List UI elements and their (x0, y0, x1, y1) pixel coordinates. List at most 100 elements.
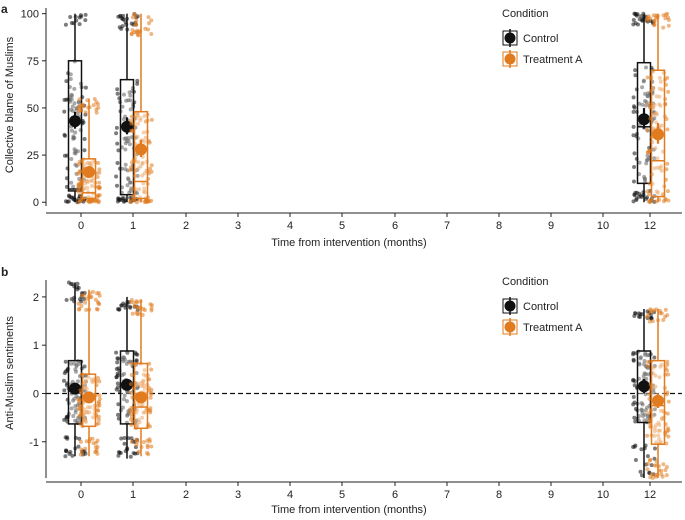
panel-b: b Anti-Muslim sentiments Time from inter… (1, 265, 682, 516)
data-point (132, 301, 137, 306)
data-point (649, 463, 654, 468)
data-point (129, 373, 134, 377)
data-point (120, 373, 125, 378)
data-point (657, 423, 662, 427)
data-point (76, 106, 81, 111)
data-point (135, 113, 140, 118)
x-tick-label: 2 (183, 489, 189, 501)
data-point (76, 301, 81, 306)
data-point (665, 362, 670, 367)
data-point (140, 160, 145, 165)
data-point (74, 364, 79, 369)
data-point (666, 198, 671, 203)
data-point (96, 291, 101, 295)
data-point (76, 285, 81, 290)
data-point (128, 168, 133, 172)
data-point (122, 355, 126, 360)
data-point (82, 364, 87, 369)
data-point (639, 14, 644, 19)
x-tick-label: 8 (496, 489, 502, 501)
data-point (84, 307, 89, 312)
data-point (149, 367, 154, 372)
data-point (644, 376, 649, 381)
data-point (136, 417, 141, 422)
data-point (654, 199, 658, 204)
data-point (666, 23, 671, 28)
data-point (645, 127, 650, 132)
data-point (134, 424, 139, 429)
data-point (651, 390, 656, 395)
data-point (664, 465, 669, 469)
data-point (84, 386, 89, 391)
data-point (642, 371, 647, 376)
data-point (654, 423, 658, 428)
data-point (69, 361, 73, 366)
data-point (663, 468, 668, 473)
data-point (62, 97, 67, 102)
data-point (145, 438, 150, 443)
data-point (127, 190, 132, 195)
data-point (640, 408, 644, 413)
data-point (647, 181, 652, 186)
data-point (141, 383, 146, 388)
data-point (149, 117, 154, 122)
data-point (642, 174, 647, 179)
data-point (97, 393, 102, 398)
data-point (83, 12, 88, 17)
data-point (123, 162, 128, 167)
data-point (135, 78, 140, 83)
data-point (632, 314, 637, 318)
data-point (114, 367, 119, 371)
data-point (134, 437, 139, 442)
data-point (639, 195, 644, 199)
mean-marker (135, 391, 147, 404)
data-point (645, 195, 649, 200)
panel-b-legend-title: Condition (502, 276, 548, 288)
x-tick-label: 9 (548, 220, 554, 232)
data-point (645, 94, 650, 98)
data-point (136, 160, 141, 165)
data-point (115, 87, 120, 92)
legend-key-dot (504, 300, 516, 312)
data-point (640, 312, 645, 317)
data-point (636, 314, 641, 319)
data-point (85, 179, 90, 183)
data-point (647, 149, 652, 154)
data-point (116, 148, 121, 153)
data-point (82, 293, 86, 298)
data-point (632, 193, 637, 198)
data-point (637, 362, 642, 367)
data-point (663, 16, 668, 21)
data-point (122, 397, 126, 402)
data-point (89, 183, 94, 188)
data-point (79, 14, 84, 19)
data-point (72, 136, 77, 140)
mean-marker (652, 394, 664, 407)
data-point (75, 281, 80, 286)
panel-a-legend-treatment-label: Treatment A (523, 54, 583, 66)
mean-marker (638, 113, 650, 126)
data-point (129, 414, 134, 419)
x-tick-label: 1 (130, 489, 136, 501)
data-point (138, 116, 143, 121)
data-point (96, 421, 101, 426)
data-point (652, 156, 657, 161)
data-point (78, 198, 83, 203)
data-point (659, 416, 664, 421)
data-point (663, 12, 668, 17)
data-point (116, 402, 121, 407)
data-point (145, 443, 150, 448)
data-point (83, 110, 88, 115)
data-point (82, 162, 87, 167)
data-point (644, 158, 649, 163)
data-point (637, 160, 642, 165)
data-point (124, 139, 129, 144)
data-point (135, 408, 139, 412)
data-point (115, 356, 120, 361)
y-tick-label: 2 (33, 292, 39, 304)
data-point (648, 198, 653, 203)
data-point (116, 453, 121, 458)
data-point (70, 128, 74, 133)
panel-a-y-axis-title: Collective blame of Muslims (4, 36, 16, 173)
data-point (665, 359, 670, 364)
